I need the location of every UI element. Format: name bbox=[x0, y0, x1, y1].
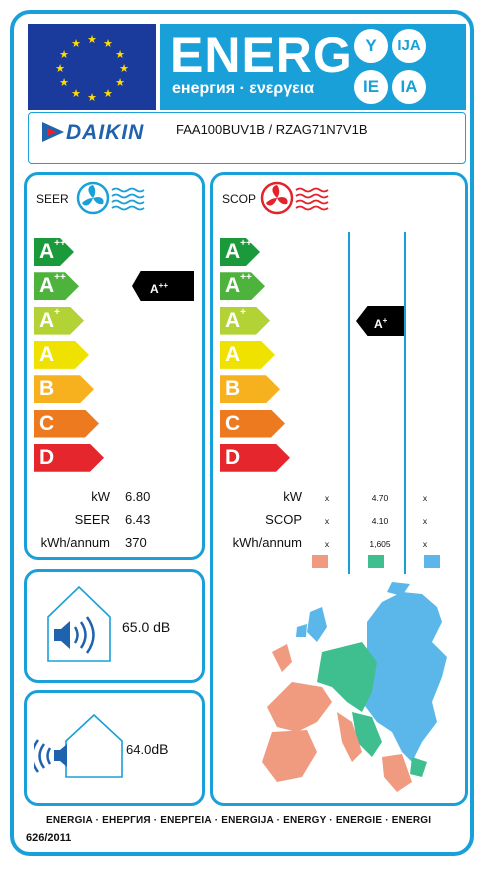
svg-text:★: ★ bbox=[115, 48, 125, 61]
indoor-noise-panel bbox=[24, 569, 205, 683]
zone-divider bbox=[348, 232, 350, 574]
lang-circle: IJA bbox=[392, 29, 426, 63]
zone-divider bbox=[404, 232, 406, 574]
seer-row-label: kW bbox=[91, 489, 110, 504]
fan-warm-icon bbox=[260, 181, 340, 220]
scop-class-arrow: C bbox=[220, 409, 285, 438]
indoor-noise-value: 65.0 dB bbox=[122, 619, 171, 635]
seer-title: SEER bbox=[36, 192, 69, 206]
europe-map-icon bbox=[262, 582, 462, 802]
daikin-logo-icon bbox=[42, 122, 64, 147]
scop-value: x bbox=[324, 516, 330, 526]
outdoor-noise-value: 64.0dB bbox=[126, 741, 169, 757]
svg-text:★: ★ bbox=[59, 48, 69, 61]
seer-row-label: kWh/annum bbox=[40, 535, 110, 550]
seer-class-arrow: A+++ bbox=[34, 238, 74, 266]
seer-class-arrow: C bbox=[34, 409, 99, 438]
svg-text:★: ★ bbox=[55, 62, 65, 75]
scop-class-arrow: D bbox=[220, 443, 290, 472]
zone-swatch-warmer bbox=[312, 555, 328, 568]
scop-title: SCOP bbox=[222, 192, 257, 206]
seer-row-value: 6.43 bbox=[125, 512, 151, 527]
scop-value: x bbox=[324, 539, 330, 549]
lang-circle: IA bbox=[392, 70, 426, 104]
svg-text:★: ★ bbox=[71, 37, 81, 50]
svg-text:★: ★ bbox=[87, 33, 97, 46]
svg-text:★: ★ bbox=[71, 87, 81, 100]
svg-text:★: ★ bbox=[119, 62, 129, 75]
svg-text:★: ★ bbox=[59, 76, 69, 89]
scop-rating-indicator: A+ bbox=[356, 306, 404, 336]
scop-class-arrow: B bbox=[220, 375, 280, 404]
seer-class-arrow: B bbox=[34, 375, 94, 404]
scop-value: x bbox=[422, 539, 428, 549]
lang-circle: IE bbox=[354, 70, 388, 104]
model-number: FAA100BUV1B / RZAG71N7V1B bbox=[176, 122, 368, 137]
regulation-number: 626/2011 bbox=[26, 832, 72, 844]
svg-text:★: ★ bbox=[103, 87, 113, 100]
scop-value: x bbox=[422, 493, 428, 503]
zone-swatch-average bbox=[368, 555, 384, 568]
lang-circle: Y bbox=[354, 29, 388, 63]
svg-text:★: ★ bbox=[87, 91, 97, 104]
scop-value: x bbox=[422, 516, 428, 526]
scop-value: 4.70 bbox=[371, 493, 389, 503]
speaker-icon bbox=[30, 713, 126, 786]
brand-name: DAIKIN bbox=[66, 121, 145, 144]
scop-row-label: kW bbox=[283, 489, 302, 504]
scop-value: 4.10 bbox=[371, 516, 389, 526]
svg-text:★: ★ bbox=[115, 76, 125, 89]
seer-row-value: 370 bbox=[125, 535, 147, 550]
zone-swatch-colder bbox=[424, 555, 440, 568]
brand-box bbox=[28, 112, 466, 164]
energy-subtitle: енергия · ενεργεια bbox=[172, 80, 315, 97]
scop-row-label: kWh/annum bbox=[232, 535, 302, 550]
outdoor-noise-panel bbox=[24, 690, 205, 806]
seer-row-label: SEER bbox=[74, 512, 110, 527]
eu-flag-icon: ★ ★ ★ ★ ★ ★ ★ ★ ★ ★ ★ ★ bbox=[28, 24, 156, 110]
scop-value: x bbox=[324, 493, 330, 503]
energy-title: ENERG bbox=[170, 27, 353, 83]
svg-text:★: ★ bbox=[103, 37, 113, 50]
speaker-icon bbox=[44, 583, 114, 670]
seer-row-value: 6.80 bbox=[125, 489, 151, 504]
scop-row-label: SCOP bbox=[265, 512, 302, 527]
seer-rating-indicator: A++ bbox=[132, 271, 194, 301]
seer-class-arrow: D bbox=[34, 443, 104, 472]
scop-value: 1,605 bbox=[369, 539, 391, 549]
footer-languages: ENERGIA · ЕНЕРГИЯ · ΕΝΕΡΓΕΙΑ · ENERGIJA … bbox=[46, 815, 432, 826]
fan-cold-icon bbox=[76, 181, 156, 220]
